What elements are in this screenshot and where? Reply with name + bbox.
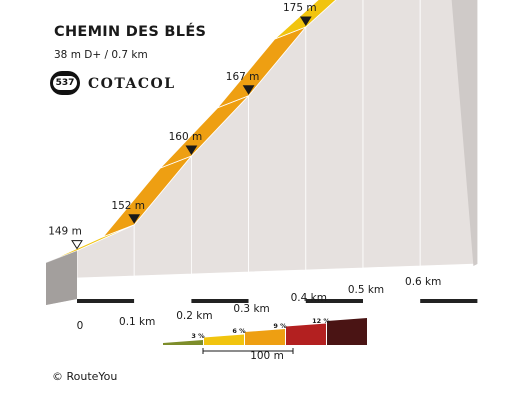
x-tick-label: 0.5 km — [348, 284, 384, 296]
elevation-label: 167 m — [226, 71, 260, 83]
page-title: CHEMIN DES BLÉS — [54, 24, 207, 40]
legend-swatch — [286, 323, 326, 345]
legend-label: 6 % — [232, 327, 246, 335]
elevation-marker — [185, 145, 198, 155]
legend-label: 12 % — [312, 317, 330, 325]
elevation-label: 152 m — [111, 200, 145, 212]
legend-label: 3 % — [191, 332, 205, 340]
elevation-label: 160 m — [169, 131, 203, 143]
x-tick-label: 0.3 km — [233, 303, 269, 315]
profile-front-face — [46, 250, 77, 305]
x-tick-label: 0.6 km — [405, 276, 441, 288]
elevation-marker — [242, 85, 255, 95]
legend-swatch — [204, 334, 244, 345]
elevation-label: 149 m — [48, 226, 82, 238]
copyright-text: © RouteYou — [52, 370, 118, 383]
badge-number: 537 — [52, 76, 78, 90]
x-tick-label: 0.1 km — [119, 316, 155, 328]
cotacol-logo: COTACOL — [88, 76, 176, 92]
cotacol-number-badge: 537 — [50, 71, 80, 95]
x-tick-label: 0 — [77, 320, 84, 332]
legend-swatch — [163, 340, 203, 345]
profile-wall-segment — [362, 0, 421, 269]
legend-swatch — [327, 318, 367, 345]
legend-swatch — [245, 329, 285, 345]
climb-stats: 38 m D+ / 0.7 km — [54, 49, 148, 61]
profile-wall-segment — [76, 224, 135, 279]
elevation-marker — [299, 16, 312, 26]
x-tick-label: 0.2 km — [176, 310, 212, 322]
legend-label: 9 % — [273, 322, 287, 330]
elevation-endpoint-marker — [71, 240, 83, 250]
elevation-marker — [128, 214, 141, 224]
x-tick-label: 0.4 km — [291, 292, 327, 304]
profile-wall-segment — [305, 0, 364, 271]
profile-end-wall — [451, 0, 478, 266]
elevation-label: 175 m — [283, 2, 317, 14]
scale-bar-label: 100 m — [250, 350, 284, 362]
